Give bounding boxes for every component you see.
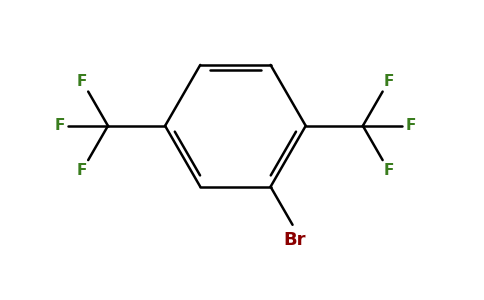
Text: F: F — [76, 74, 87, 89]
Text: F: F — [384, 163, 394, 178]
Text: Br: Br — [284, 231, 306, 249]
Text: F: F — [384, 74, 394, 89]
Text: F: F — [55, 118, 65, 133]
Text: F: F — [406, 118, 416, 133]
Text: F: F — [76, 163, 87, 178]
